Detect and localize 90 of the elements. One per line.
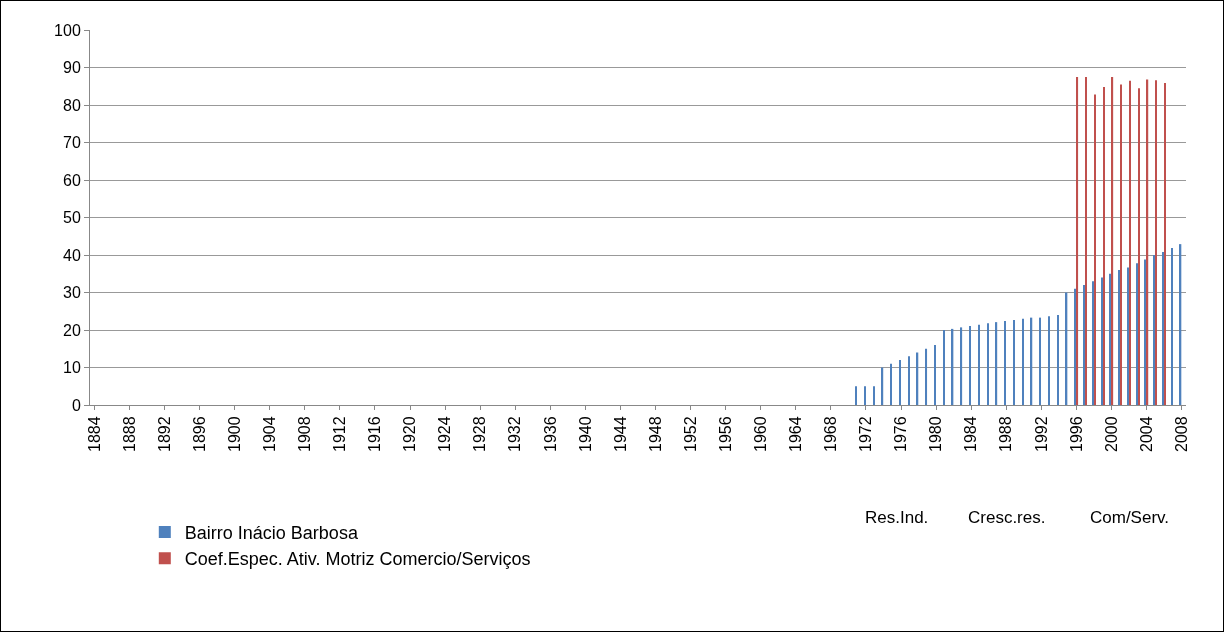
bar xyxy=(1118,270,1120,405)
bar xyxy=(1076,76,1079,405)
bar xyxy=(1092,281,1094,405)
bar xyxy=(1162,252,1164,405)
bar xyxy=(1083,285,1085,405)
bar xyxy=(873,386,875,405)
x-tick-label: 2008 xyxy=(1172,416,1190,452)
x-tick-label: 1884 xyxy=(85,416,103,452)
bar xyxy=(960,327,963,405)
y-tick-label: 100 xyxy=(54,21,81,39)
bar xyxy=(987,323,989,405)
x-tick-label: 1948 xyxy=(646,416,664,452)
bar xyxy=(934,345,936,405)
bar xyxy=(1138,88,1140,405)
bar xyxy=(1103,87,1105,405)
x-tick-label: 1976 xyxy=(892,416,910,452)
bar xyxy=(1136,263,1138,405)
y-tick-label: 30 xyxy=(63,284,81,302)
bar xyxy=(908,356,910,405)
y-tick-label: 50 xyxy=(63,209,81,227)
bar xyxy=(1013,319,1015,405)
text: Com/Serv. xyxy=(1090,508,1170,527)
bar xyxy=(1129,80,1131,405)
y-tick-label: 90 xyxy=(63,59,81,77)
bar xyxy=(1111,76,1114,405)
y-tick-label: 80 xyxy=(63,96,81,114)
bar xyxy=(995,322,998,405)
bar xyxy=(978,324,980,405)
bar xyxy=(1085,76,1087,405)
bar xyxy=(1120,84,1122,405)
x-tick-label: 1904 xyxy=(260,416,278,452)
bar xyxy=(925,348,928,405)
legend-label: Bairro Inácio Barbosa xyxy=(184,522,359,543)
x-tick-label: 1912 xyxy=(331,416,349,452)
x-tick-label: 1960 xyxy=(751,416,769,452)
y-tick-label: 20 xyxy=(63,321,81,339)
x-tick-label: 1916 xyxy=(366,416,384,452)
x-tick-label: 1900 xyxy=(225,416,243,452)
x-tick-label: 1952 xyxy=(681,416,699,452)
bar xyxy=(1048,316,1050,405)
bar xyxy=(1109,273,1112,405)
bar xyxy=(1146,79,1149,405)
x-tick-label: 1992 xyxy=(1032,416,1050,452)
bar xyxy=(1127,267,1129,405)
x-tick-label: 1908 xyxy=(296,416,314,452)
y-tick-label: 60 xyxy=(63,171,81,189)
y-tick-label: 40 xyxy=(63,246,81,264)
x-tick-label: 1888 xyxy=(120,416,138,452)
bar xyxy=(1004,321,1006,405)
x-tick-label: 1940 xyxy=(576,416,594,452)
x-tick-label: 2004 xyxy=(1137,416,1155,452)
x-tick-label: 1896 xyxy=(190,416,208,452)
y-tick-label: 10 xyxy=(63,359,81,377)
bar xyxy=(1074,288,1077,405)
text: Res.Ind. xyxy=(865,508,929,527)
x-tick-label: 1936 xyxy=(541,416,559,452)
x-tick-label: 1892 xyxy=(155,416,173,452)
legend-label: Coef.Espec. Ativ. Motriz Comercio/Serviços xyxy=(184,549,531,570)
bar xyxy=(899,360,901,405)
x-tick-label: 1956 xyxy=(716,416,734,452)
bar xyxy=(1164,82,1166,405)
bar xyxy=(864,386,866,405)
x-tick-label: 1988 xyxy=(997,416,1015,452)
x-tick-label: 1984 xyxy=(962,416,980,452)
bar xyxy=(890,363,892,405)
y-tick-label: 70 xyxy=(63,134,81,152)
x-tick-label: 1968 xyxy=(822,416,840,452)
x-tick-label: 1972 xyxy=(857,416,875,452)
bar xyxy=(1171,247,1173,405)
x-tick-label: 1980 xyxy=(927,416,945,452)
bar xyxy=(1057,315,1059,405)
x-tick-label: 1928 xyxy=(471,416,489,452)
bar xyxy=(1022,318,1024,405)
bar xyxy=(1101,277,1103,405)
x-tick-label: 1924 xyxy=(436,416,454,452)
y-tick-label: 0 xyxy=(71,396,81,414)
text: Cresc.res. xyxy=(968,508,1046,527)
x-tick-label: 1920 xyxy=(401,416,419,452)
x-tick-label: 1944 xyxy=(611,416,629,452)
bar xyxy=(855,386,857,405)
bar xyxy=(1153,255,1156,405)
bar xyxy=(1094,94,1096,405)
x-tick-label: 1932 xyxy=(506,416,524,452)
x-tick-label: 1964 xyxy=(787,416,805,452)
x-tick-label: 2000 xyxy=(1102,416,1120,452)
bar xyxy=(1155,80,1157,405)
bar xyxy=(1039,317,1042,405)
x-tick-label: 1996 xyxy=(1067,416,1085,452)
bar xyxy=(969,325,971,405)
bar xyxy=(943,330,945,405)
